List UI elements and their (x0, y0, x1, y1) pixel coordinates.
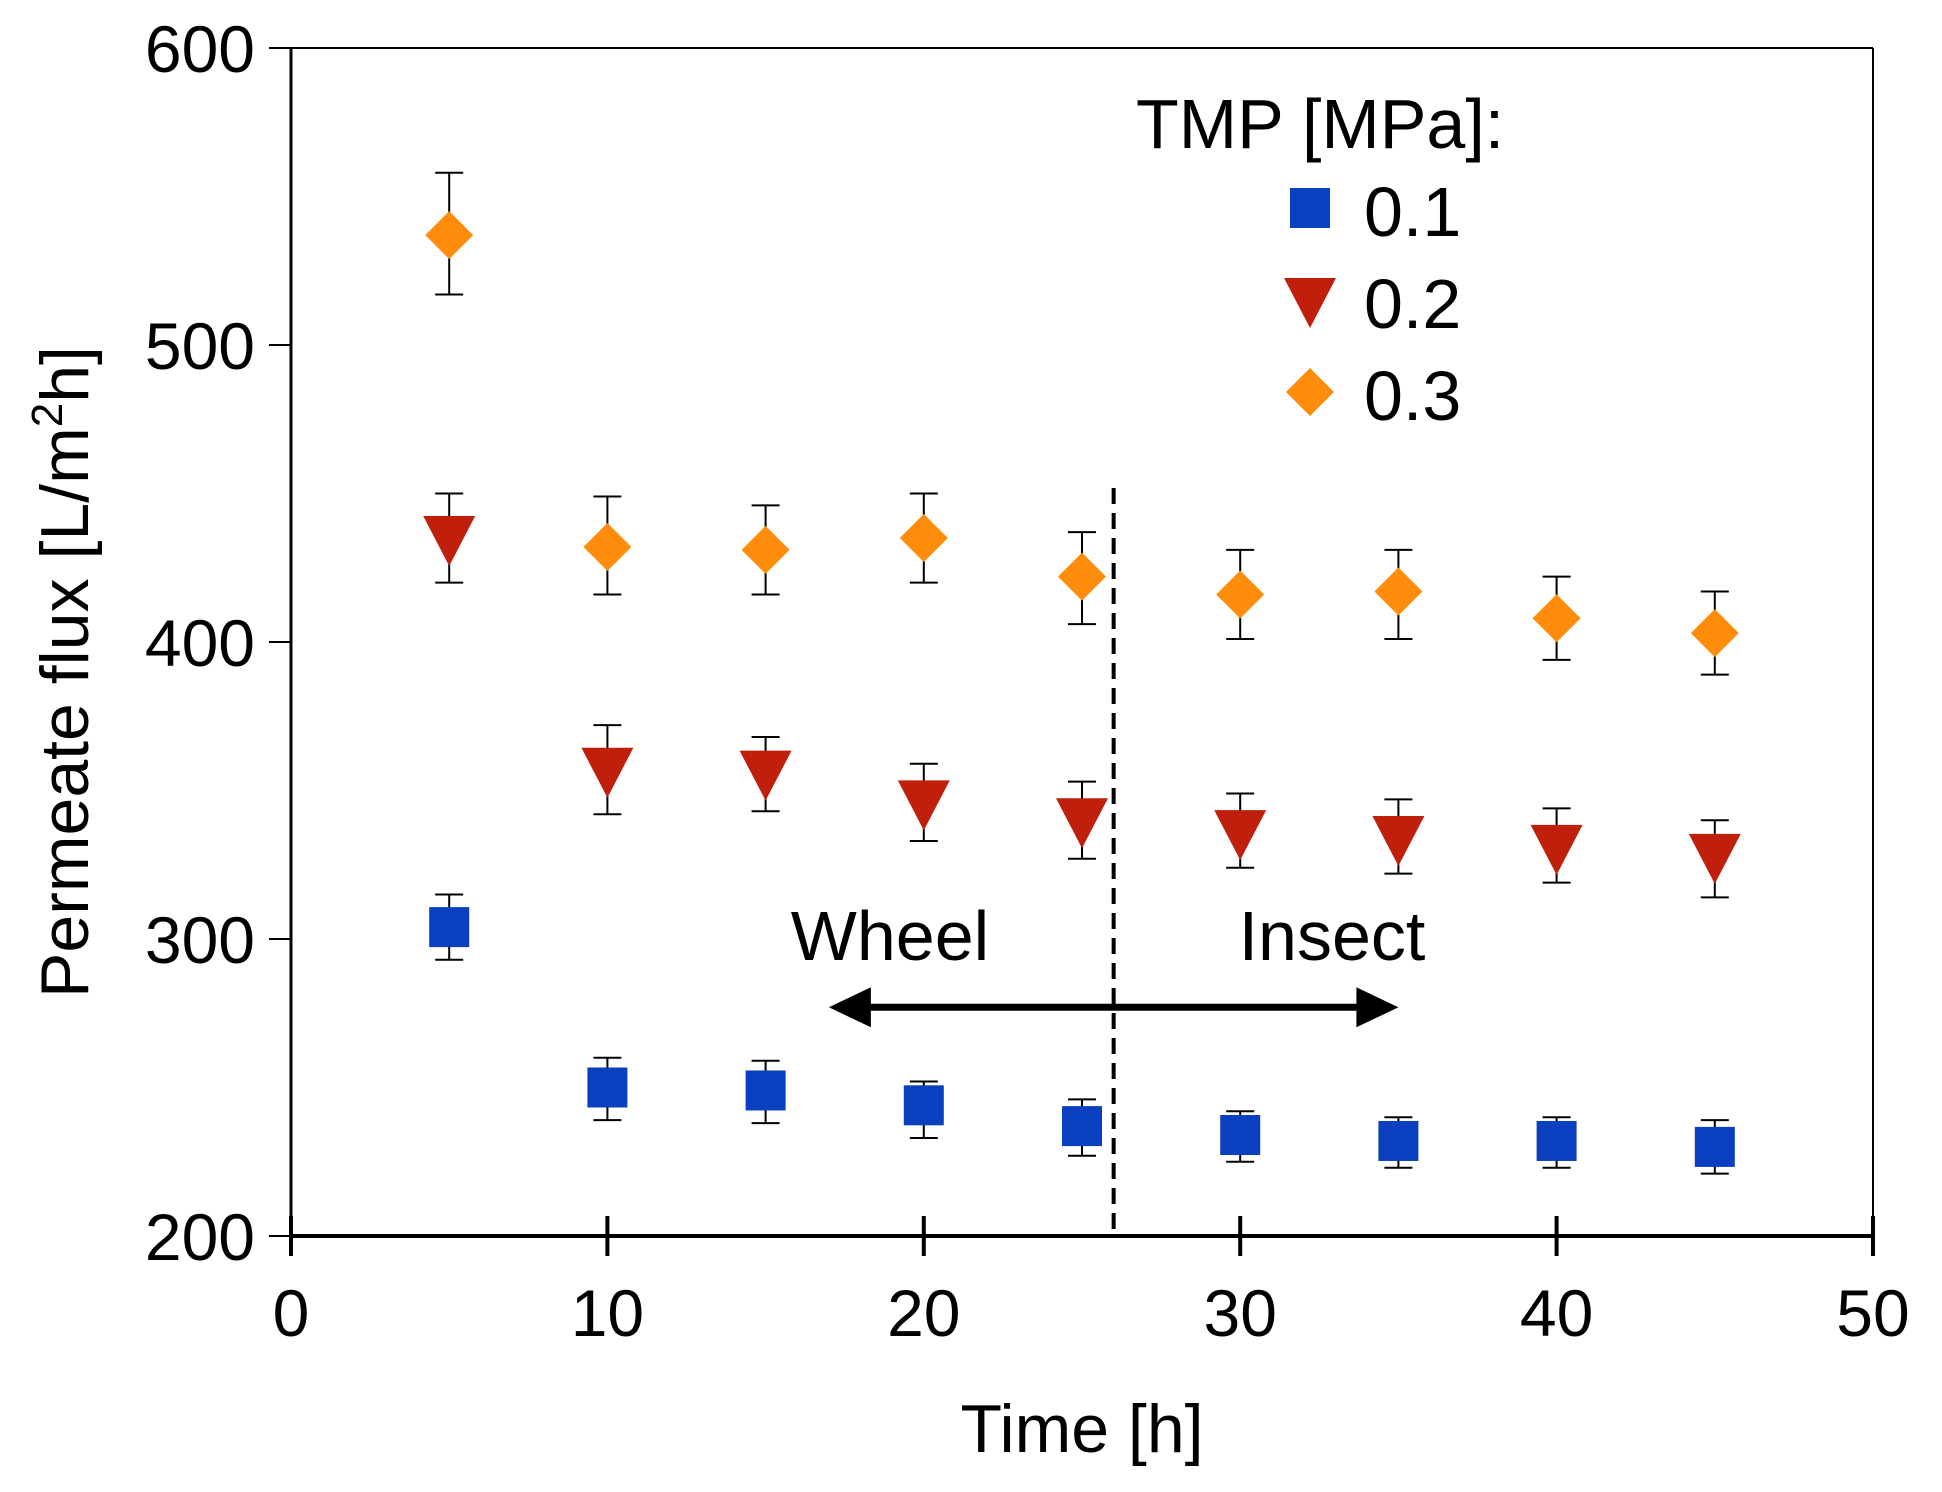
data-point-triangle-down (581, 747, 634, 798)
data-point-diamond (425, 211, 474, 260)
data-point-triangle-down (897, 780, 950, 831)
data-point-square (429, 907, 470, 948)
x-tick-label: 20 (887, 1276, 960, 1350)
arrow-head-right (1356, 987, 1399, 1028)
insect-label: Insect (1239, 897, 1426, 975)
y-tick-label: 600 (145, 12, 255, 86)
y-axis-title-tail: h] (27, 346, 103, 403)
legend-entry-label: 0.3 (1364, 357, 1461, 435)
data-point-triangle-down (1214, 810, 1267, 861)
x-tick-label: 40 (1520, 1276, 1593, 1350)
data-point-diamond (1058, 552, 1106, 601)
data-point-diamond (1374, 567, 1423, 616)
data-point-square (1694, 1126, 1735, 1167)
data-point-triangle-down (1372, 816, 1425, 867)
legend-marker-square (1290, 188, 1330, 228)
y-tick-label: 400 (145, 606, 255, 680)
data-point-diamond (1532, 594, 1581, 643)
data-point-square (745, 1070, 786, 1111)
y-axis-title-main: Permeate flux [L/m (27, 427, 103, 998)
data-point-triangle-down (423, 516, 476, 567)
data-point-square (903, 1085, 944, 1126)
data-point-diamond (899, 514, 948, 563)
y-tick-label: 300 (145, 903, 255, 977)
x-tick-label: 0 (273, 1276, 310, 1350)
y-axis-title-superscript: 2 (23, 403, 72, 427)
legend-entry-label: 0.2 (1364, 265, 1461, 343)
y-tick-label: 200 (145, 1200, 255, 1274)
legend-title: TMP [MPa]: (1136, 85, 1504, 163)
data-point-square (587, 1067, 628, 1108)
data-point-diamond (741, 525, 790, 574)
data-point-triangle-down (739, 750, 792, 801)
arrow-head-left (828, 987, 871, 1028)
legend-marker-diamond (1286, 368, 1334, 416)
legend-marker-triangle-down (1284, 278, 1336, 328)
x-tick-label: 50 (1836, 1276, 1909, 1350)
x-axis-title: Time [h] (960, 1391, 1203, 1467)
data-point-square (1062, 1106, 1102, 1147)
legend-entry-label: 0.1 (1364, 173, 1461, 251)
data-point-triangle-down (1530, 824, 1583, 875)
data-point-square (1220, 1115, 1261, 1156)
y-tick-label: 500 (145, 309, 255, 383)
x-tick-label: 30 (1203, 1276, 1276, 1350)
annotations (828, 488, 1399, 1236)
wheel-label: Wheel (791, 897, 989, 975)
x-tick-label: 10 (571, 1276, 644, 1350)
data-point-square (1378, 1120, 1419, 1161)
data-point-diamond (583, 522, 632, 571)
data-point-diamond (1690, 609, 1739, 658)
data-point-square (1536, 1120, 1577, 1161)
data-markers (423, 211, 1741, 1167)
y-axis-title: Permeate flux [L/m2h] (23, 346, 103, 998)
data-point-triangle-down (1688, 833, 1741, 884)
data-point-diamond (1216, 570, 1265, 619)
data-point-triangle-down (1056, 798, 1108, 849)
legend: TMP [MPa]: 0.1 0.2 0.3 (1136, 85, 1504, 435)
axis-ticks: 0 10 20 30 40 50 200 300 400 500 600 (145, 12, 1910, 1350)
